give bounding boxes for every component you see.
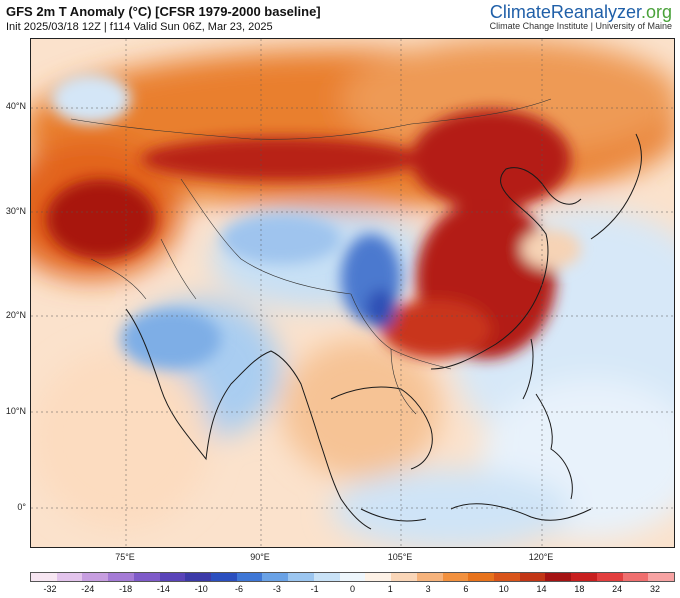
colorbar-swatch xyxy=(82,573,109,581)
colorbar-swatch xyxy=(288,573,314,581)
colorbar-swatch xyxy=(545,573,572,581)
coastlines xyxy=(125,133,642,530)
colorbar-tick-label: 10 xyxy=(498,584,509,594)
lat-label-20n: 20°N xyxy=(5,310,26,320)
colorbar-swatch xyxy=(571,573,597,581)
colorbar-swatch xyxy=(159,573,186,581)
brand-name-suffix: .org xyxy=(640,2,672,22)
colorbar-swatch xyxy=(493,573,520,581)
lat-label-0: 0° xyxy=(17,502,26,512)
colorbar-swatch xyxy=(442,573,469,581)
colorbar xyxy=(30,572,675,582)
colorbar-tick-label: 1 xyxy=(387,584,393,594)
colorbar-swatch xyxy=(262,573,289,581)
colorbar-swatch xyxy=(211,573,237,581)
colorbar-swatch xyxy=(56,573,83,581)
colorbar-swatch xyxy=(236,573,263,581)
colorbar-tick-label: -18 xyxy=(119,584,133,594)
anomaly-map xyxy=(30,38,675,548)
colorbar-labels: -32 -24 -18 -14 -10 -6 -3 -1 0 1 3 6 10 14 18 24 32 xyxy=(30,584,675,596)
colorbar-tick-label: -32 xyxy=(43,584,57,594)
colorbar-tick-label: 18 xyxy=(574,584,585,594)
graticule xyxy=(31,39,674,547)
country-borders xyxy=(70,98,552,415)
anomaly-map-canvas xyxy=(31,39,674,547)
lon-label-105e: 105°E xyxy=(387,552,413,562)
colorbar-swatch xyxy=(108,573,134,581)
colorbar-swatch xyxy=(133,573,160,581)
lon-label-75e: 75°E xyxy=(115,552,135,562)
lat-label-40n: 40°N xyxy=(5,101,26,111)
lon-label-120e: 120°E xyxy=(528,552,554,562)
colorbar-swatch xyxy=(622,573,649,581)
colorbar-tick-label: 14 xyxy=(536,584,547,594)
colorbar-swatch xyxy=(519,573,546,581)
colorbar-swatch xyxy=(365,573,392,581)
brand-subtitle: Climate Change Institute | University of… xyxy=(489,21,672,31)
lat-label-10n: 10°N xyxy=(5,406,26,416)
colorbar-tick-label: -24 xyxy=(81,584,95,594)
colorbar-swatch xyxy=(185,573,212,581)
brand-name-main: ClimateReanalyzer xyxy=(489,2,641,22)
colorbar-swatch xyxy=(648,573,674,581)
colorbar-tick-label: -3 xyxy=(272,584,281,594)
colorbar-tick-label: -6 xyxy=(235,584,244,594)
colorbar-tick-label: 3 xyxy=(425,584,431,594)
lat-label-30n: 30°N xyxy=(5,206,26,216)
anomaly-field-strong xyxy=(46,74,581,369)
map-title: GFS 2m T Anomaly (°C) [CFSR 1979-2000 ba… xyxy=(6,4,321,19)
colorbar-swatch xyxy=(391,573,417,581)
colorbar-tick-label: -14 xyxy=(156,584,170,594)
colorbar-tick-label: 6 xyxy=(463,584,469,594)
colorbar-swatch xyxy=(313,573,340,581)
colorbar-swatch xyxy=(339,573,366,581)
colorbar-swatch xyxy=(468,573,494,581)
colorbar-swatch xyxy=(416,573,443,581)
colorbar-swatch xyxy=(31,573,57,581)
colorbar-tick-label: 24 xyxy=(612,584,623,594)
map-subtitle: Init 2025/03/18 12Z | f114 Valid Sun 06Z… xyxy=(6,21,273,33)
colorbar-tick-label: -1 xyxy=(310,584,319,594)
lon-label-90e: 90°E xyxy=(250,552,270,562)
colorbar-swatch xyxy=(596,573,623,581)
colorbar-tick-label: 32 xyxy=(649,584,661,594)
colorbar-tick-label: 0 xyxy=(349,584,356,594)
brand-logo[interactable]: ClimateReanalyzer.org Climate Change Ins… xyxy=(490,2,672,31)
colorbar-tick-label: -10 xyxy=(194,584,208,594)
